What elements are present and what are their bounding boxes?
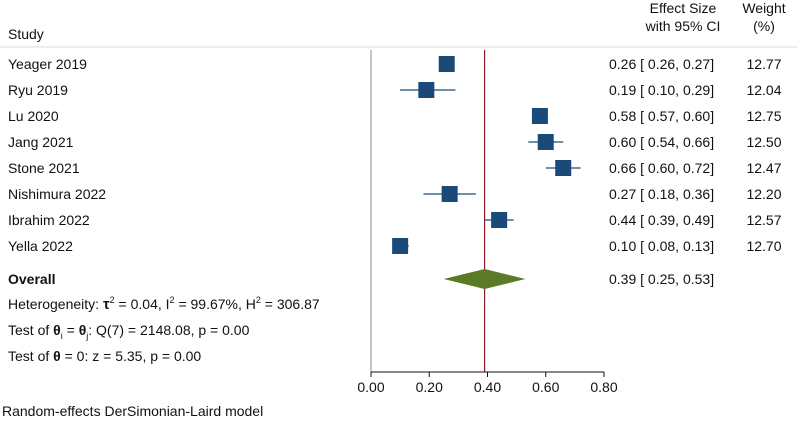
study-marker: [491, 212, 508, 228]
study-weight: 12.47: [746, 160, 781, 176]
heterogeneity-text: Heterogeneity: τ2 = 0.04, I2 = 99.67%, H…: [8, 295, 320, 313]
study-ci-text: 0.60 [ 0.54, 0.66]: [609, 134, 714, 150]
study-ci-text: 0.27 [ 0.18, 0.36]: [609, 186, 714, 202]
footnote: Random-effects DerSimonian-Laird model: [2, 403, 263, 419]
study-ci-text: 0.66 [ 0.60, 0.72]: [609, 160, 714, 176]
header-study: Study: [8, 26, 44, 42]
study-row: Yella 2022 0.10 [ 0.08, 0.13] 12.70: [8, 238, 782, 254]
study-row: Nishimura 2022 0.27 [ 0.18, 0.36] 12.20: [8, 186, 782, 202]
overall-label: Overall: [8, 271, 55, 287]
study-name: Yeager 2019: [8, 56, 87, 72]
study-weight: 12.77: [746, 56, 781, 72]
study-weight: 12.04: [746, 82, 781, 98]
header-weight: Weight: [742, 0, 785, 16]
study-weight: 12.50: [746, 134, 781, 150]
test-zero-text: Test of θ = 0: z = 5.35, p = 0.00: [8, 348, 201, 364]
study-ci-text: 0.19 [ 0.10, 0.29]: [609, 82, 714, 98]
test-equal-text: Test of θi = θj: Q(7) = 2148.08, p = 0.0…: [8, 322, 250, 341]
study-row: Yeager 2019 0.26 [ 0.26, 0.27] 12.77: [8, 56, 782, 72]
study-name: Ibrahim 2022: [8, 212, 90, 228]
header-ci: with 95% CI: [645, 18, 721, 34]
study-name: Lu 2020: [8, 108, 59, 124]
header-effect-size: Effect Size: [650, 0, 717, 16]
overall-ci-text: 0.39 [ 0.25, 0.53]: [609, 271, 714, 287]
study-row: Ibrahim 2022 0.44 [ 0.39, 0.49] 12.57: [8, 212, 782, 228]
study-ci-text: 0.58 [ 0.57, 0.60]: [609, 108, 714, 124]
x-tick-label: 0.20: [416, 379, 443, 395]
x-tick-label: 0.00: [357, 379, 384, 395]
study-row: Ryu 2019 0.19 [ 0.10, 0.29] 12.04: [8, 82, 782, 98]
study-weight: 12.70: [746, 238, 781, 254]
study-name: Jang 2021: [8, 134, 74, 150]
study-ci-text: 0.44 [ 0.39, 0.49]: [609, 212, 714, 228]
study-row: Lu 2020 0.58 [ 0.57, 0.60] 12.75: [8, 108, 782, 124]
x-tick-label: 0.80: [590, 379, 617, 395]
study-ci-text: 0.26 [ 0.26, 0.27]: [609, 56, 714, 72]
study-marker: [531, 108, 548, 124]
study-row: Stone 2021 0.66 [ 0.60, 0.72] 12.47: [8, 160, 782, 176]
study-ci-text: 0.10 [ 0.08, 0.13]: [609, 238, 714, 254]
study-weight: 12.57: [746, 212, 781, 228]
study-marker: [537, 134, 554, 150]
study-name: Ryu 2019: [8, 82, 68, 98]
overall-diamond: [443, 269, 526, 289]
x-tick-label: 0.40: [474, 379, 501, 395]
study-name: Nishimura 2022: [8, 186, 106, 202]
study-marker: [392, 238, 409, 254]
header-weight-unit: (%): [753, 18, 775, 34]
study-marker: [441, 186, 458, 202]
study-weight: 12.20: [746, 186, 781, 202]
study-row: Jang 2021 0.60 [ 0.54, 0.66] 12.50: [8, 134, 782, 150]
study-weight: 12.75: [746, 108, 781, 124]
study-marker: [438, 56, 455, 72]
study-marker: [555, 160, 572, 176]
study-marker: [418, 82, 435, 98]
x-tick-label: 0.60: [532, 379, 559, 395]
study-name: Yella 2022: [8, 238, 73, 254]
study-name: Stone 2021: [8, 160, 80, 176]
